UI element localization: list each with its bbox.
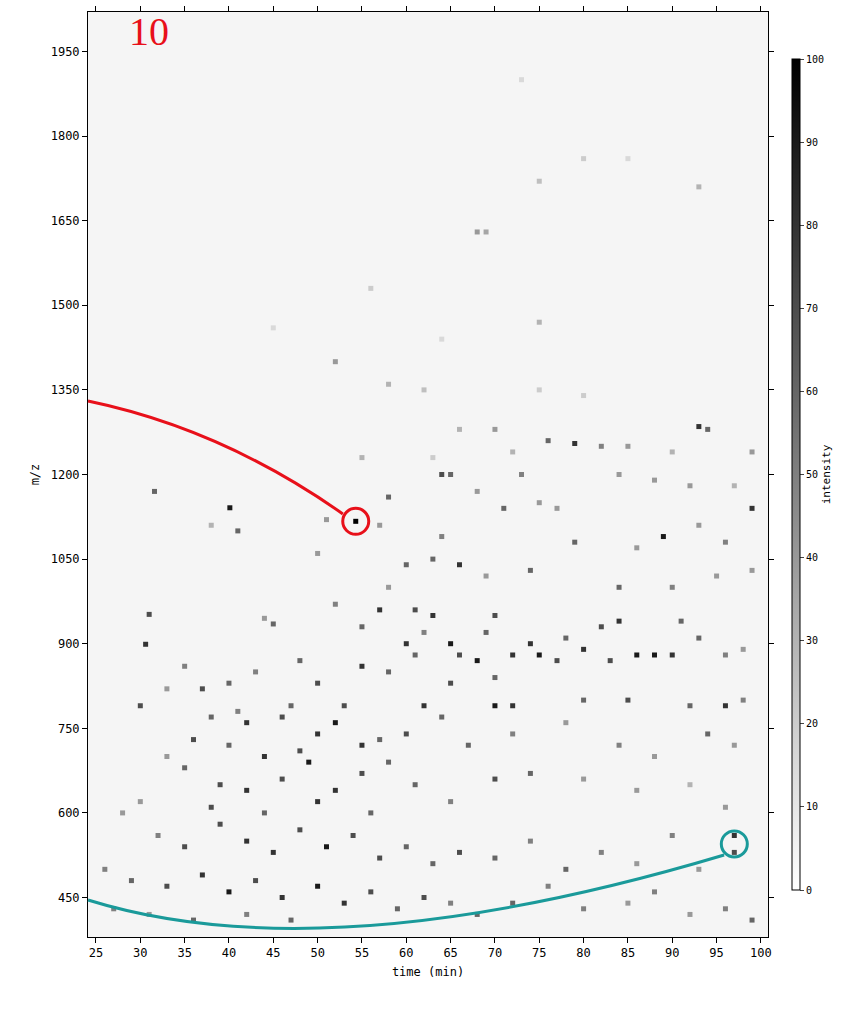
svg-text:70: 70	[488, 946, 502, 960]
svg-text:10: 10	[806, 801, 818, 812]
svg-text:600: 600	[58, 806, 80, 820]
svg-text:85: 85	[621, 946, 635, 960]
svg-text:10: 10	[129, 9, 169, 54]
svg-text:750: 750	[58, 722, 80, 736]
svg-text:50: 50	[806, 469, 818, 480]
svg-text:80: 80	[806, 220, 818, 231]
svg-text:35: 35	[177, 946, 191, 960]
svg-text:100: 100	[750, 946, 772, 960]
svg-text:95: 95	[709, 946, 723, 960]
svg-text:1350: 1350	[51, 383, 80, 397]
svg-text:45: 45	[266, 946, 280, 960]
svg-text:60: 60	[399, 946, 413, 960]
svg-text:65: 65	[443, 946, 457, 960]
svg-text:20: 20	[806, 718, 818, 729]
svg-text:900: 900	[58, 637, 80, 651]
svg-text:40: 40	[806, 552, 818, 563]
svg-text:25: 25	[89, 946, 103, 960]
svg-text:1800: 1800	[51, 129, 80, 143]
svg-text:80: 80	[576, 946, 590, 960]
svg-text:1050: 1050	[51, 552, 80, 566]
svg-text:1950: 1950	[51, 45, 80, 59]
svg-text:50: 50	[310, 946, 324, 960]
svg-text:m/z: m/z	[28, 464, 42, 486]
svg-text:450: 450	[58, 891, 80, 905]
svg-text:time (min): time (min)	[392, 965, 464, 979]
svg-text:75: 75	[532, 946, 546, 960]
svg-text:30: 30	[133, 946, 147, 960]
svg-text:1200: 1200	[51, 468, 80, 482]
svg-text:30: 30	[806, 635, 818, 646]
svg-text:60: 60	[806, 386, 818, 397]
svg-text:55: 55	[355, 946, 369, 960]
svg-text:1650: 1650	[51, 214, 80, 228]
svg-text:90: 90	[665, 946, 679, 960]
svg-text:100: 100	[806, 54, 824, 65]
svg-text:40: 40	[222, 946, 236, 960]
svg-text:intensity: intensity	[820, 444, 833, 504]
svg-text:90: 90	[806, 137, 818, 148]
svg-text:0: 0	[806, 885, 812, 896]
svg-text:1500: 1500	[51, 298, 80, 312]
svg-text:70: 70	[806, 303, 818, 314]
